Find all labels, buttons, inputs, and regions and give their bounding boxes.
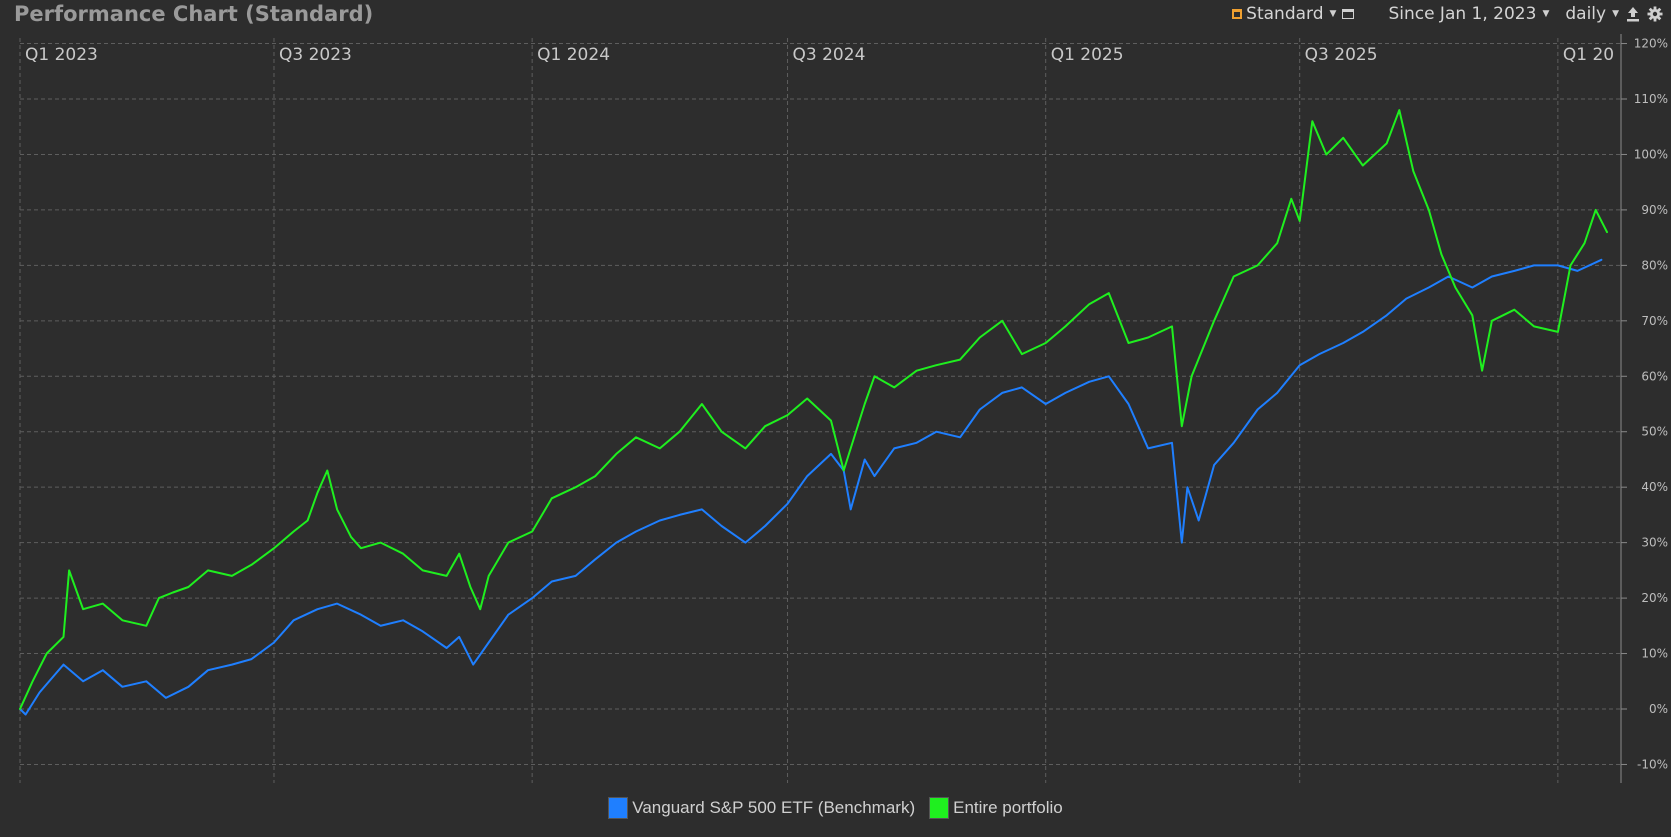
y-tick-label: 20% <box>1641 591 1668 605</box>
y-tick-label: -10% <box>1637 757 1668 771</box>
legend-item-portfolio[interactable]: Entire portfolio <box>929 797 1063 819</box>
gear-icon[interactable] <box>1647 6 1663 22</box>
y-tick-label: 10% <box>1641 647 1668 661</box>
y-tick-label: 0% <box>1649 702 1668 716</box>
x-tick-label: Q1 2025 <box>1051 45 1124 65</box>
view-label: Standard <box>1246 4 1324 24</box>
view-selector[interactable]: Standard ▼ <box>1232 4 1336 24</box>
y-tick-label: 60% <box>1641 369 1668 383</box>
window-icon[interactable] <box>1342 9 1355 19</box>
y-tick-label: 90% <box>1641 203 1668 217</box>
y-tick-label: 50% <box>1641 425 1668 439</box>
chart-toolbar: Standard ▼ Since Jan 1, 2023 ▼ daily ▼ <box>1232 4 1663 24</box>
legend-label-benchmark: Vanguard S&P 500 ETF (Benchmark) <box>632 798 916 817</box>
legend-item-benchmark[interactable]: Vanguard S&P 500 ETF (Benchmark) <box>608 797 915 819</box>
x-tick-label: Q3 2024 <box>793 45 866 65</box>
y-tick-label: 100% <box>1634 147 1668 161</box>
interval-label: daily <box>1565 4 1607 24</box>
x-tick-label: Q1 2023 <box>25 45 98 65</box>
x-tick-label: Q3 2023 <box>279 45 352 65</box>
page-title: Performance Chart (Standard) <box>14 2 374 26</box>
standard-view-icon <box>1232 9 1243 19</box>
y-tick-label: 70% <box>1641 314 1668 328</box>
chart-legend: Vanguard S&P 500 ETF (Benchmark) Entire … <box>0 797 1671 819</box>
export-icon[interactable] <box>1625 6 1641 22</box>
y-tick-label: 120% <box>1634 37 1668 51</box>
interval-selector[interactable]: daily ▼ <box>1565 4 1619 24</box>
legend-swatch-portfolio <box>929 797 950 819</box>
portfolio-series-line <box>19 109 1608 710</box>
legend-label-portfolio: Entire portfolio <box>953 798 1063 817</box>
y-tick-label: 110% <box>1634 92 1668 106</box>
y-tick-label: 30% <box>1641 536 1668 550</box>
range-label: Since Jan 1, 2023 <box>1388 4 1537 24</box>
range-selector[interactable]: Since Jan 1, 2023 ▼ <box>1388 4 1549 24</box>
benchmark-series-line <box>19 258 1603 716</box>
legend-swatch-benchmark <box>608 797 629 819</box>
chevron-down-icon: ▼ <box>1329 9 1337 19</box>
y-tick-label: 80% <box>1641 258 1668 272</box>
chevron-down-icon: ▼ <box>1612 9 1619 19</box>
x-tick-label: Q1 2024 <box>537 45 610 65</box>
chevron-down-icon: ▼ <box>1542 9 1550 19</box>
x-tick-label: Q3 2025 <box>1305 45 1378 65</box>
x-tick-label: Q1 20 <box>1563 45 1614 65</box>
y-tick-label: 40% <box>1641 480 1668 494</box>
